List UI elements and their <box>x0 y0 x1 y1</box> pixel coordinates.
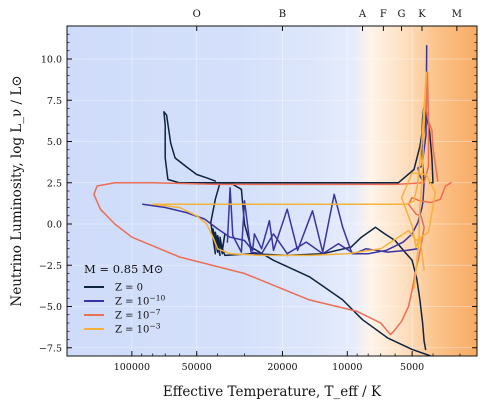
spectral-class-label: B <box>279 9 286 20</box>
x-tick-label: 100000 <box>114 362 150 373</box>
legend-label: Z = 10−3 <box>115 322 161 336</box>
spectral-class-label: O <box>193 9 201 20</box>
x-tick-label: 10000 <box>332 362 362 373</box>
series-line-2 <box>142 45 428 255</box>
series-line-4 <box>93 71 452 336</box>
x-tick-label: 50000 <box>182 362 212 373</box>
y-tick-label: 5.0 <box>47 137 62 148</box>
x-axis-label: Effective Temperature, T_eff / K <box>163 384 382 400</box>
y-tick-label: 0.0 <box>47 220 62 231</box>
spectral-class-label: F <box>380 9 387 20</box>
legend-label: Z = 0 <box>115 283 143 294</box>
spectral-class-label: M <box>452 9 462 20</box>
y-axis: −7.5 −5.0 −2.5 0.0 2.5 5.0 7.5 10.0 <box>39 25 477 357</box>
legend-title: M = 0.85 M⊙ <box>84 262 163 276</box>
y-axis-label: Neutrino Luminosity, log L_ν / L⊙ <box>9 75 25 306</box>
y-tick-label: −2.5 <box>39 261 62 272</box>
y-tick-label: 10.0 <box>41 55 62 66</box>
spectral-class-label: K <box>418 9 426 20</box>
y-tick-label: −7.5 <box>39 343 62 354</box>
series-group <box>93 45 452 356</box>
y-tick-label: 7.5 <box>47 96 62 107</box>
y-tick-label: 2.5 <box>47 178 62 189</box>
x-tick-label: 20000 <box>267 362 297 373</box>
x-tick-label: 5000 <box>400 362 424 373</box>
plot-background <box>67 26 477 356</box>
grid <box>67 26 477 356</box>
x-axis: 100000 50000 20000 10000 5000 <box>66 351 461 373</box>
spectral-class-label: A <box>358 9 367 20</box>
series-line-5 <box>151 71 437 290</box>
y-tick-label: −5.0 <box>39 302 62 313</box>
spectral-class-label: G <box>398 9 406 20</box>
legend-label: Z = 10−7 <box>115 308 161 322</box>
